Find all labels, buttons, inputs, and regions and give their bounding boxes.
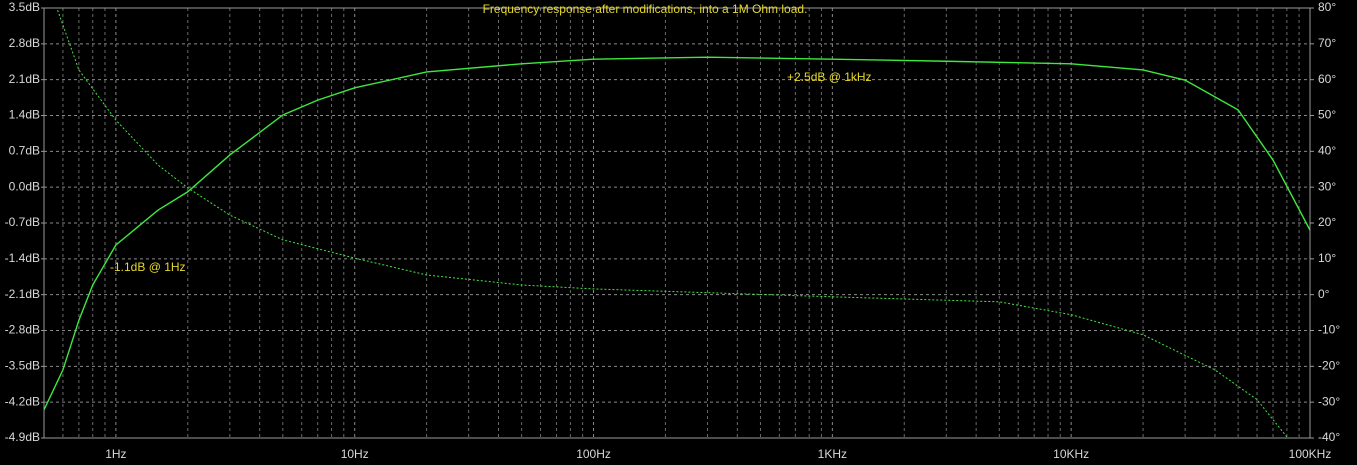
y2-tick-label: 10° bbox=[1318, 251, 1336, 265]
y-tick-label: 3.5dB bbox=[9, 0, 40, 14]
y2-tick-label: 70° bbox=[1318, 36, 1336, 50]
x-tick-label: 1KHz bbox=[818, 447, 847, 461]
plot-frame bbox=[43, 7, 1311, 439]
y-tick-label: -4.9dB bbox=[5, 430, 40, 444]
phase-curve bbox=[57, 9, 1288, 438]
annotation: -1.1dB @ 1Hz bbox=[110, 260, 186, 274]
x-tick-label: 10Hz bbox=[341, 447, 369, 461]
y-tick-label: -2.8dB bbox=[5, 323, 40, 337]
x-tick-label: 10KHz bbox=[1053, 447, 1089, 461]
y2-tick-label: 20° bbox=[1318, 215, 1336, 229]
y-tick-label: -3.5dB bbox=[5, 359, 40, 373]
y-tick-label: 0.7dB bbox=[9, 144, 40, 158]
annotation: +2.5dB @ 1kHz bbox=[787, 70, 872, 84]
y2-tick-label: 0° bbox=[1318, 287, 1330, 301]
grid bbox=[41, 7, 1314, 439]
y2-tick-label: 80° bbox=[1318, 0, 1336, 14]
x-tick-label: 1Hz bbox=[105, 447, 126, 461]
y2-tick-label: -30° bbox=[1318, 394, 1340, 408]
y2-tick-label: -20° bbox=[1318, 359, 1340, 373]
y-tick-label: -0.7dB bbox=[5, 215, 40, 229]
y-tick-label: 2.1dB bbox=[9, 72, 40, 86]
y-tick-label: -2.1dB bbox=[5, 287, 40, 301]
y-tick-label: 2.8dB bbox=[9, 36, 40, 50]
y2-tick-label: 40° bbox=[1318, 144, 1336, 158]
y-tick-label: -4.2dB bbox=[5, 394, 40, 408]
x-tick-label: 100Hz bbox=[576, 447, 611, 461]
curves bbox=[44, 9, 1310, 438]
y-tick-label: -1.4dB bbox=[5, 251, 40, 265]
y-tick-label: 1.4dB bbox=[9, 108, 40, 122]
y2-tick-label: -10° bbox=[1318, 323, 1340, 337]
y2-tick-label: -40° bbox=[1318, 430, 1340, 444]
y2-tick-label: 30° bbox=[1318, 179, 1336, 193]
y2-tick-label: 50° bbox=[1318, 108, 1336, 122]
y-tick-label: 0.0dB bbox=[9, 179, 40, 193]
magnitude-curve bbox=[44, 56, 1310, 411]
x-tick-label: 100KHz bbox=[1289, 447, 1332, 461]
chart-title: Frequency response after modifications, … bbox=[483, 2, 808, 16]
y2-tick-label: 60° bbox=[1318, 72, 1336, 86]
